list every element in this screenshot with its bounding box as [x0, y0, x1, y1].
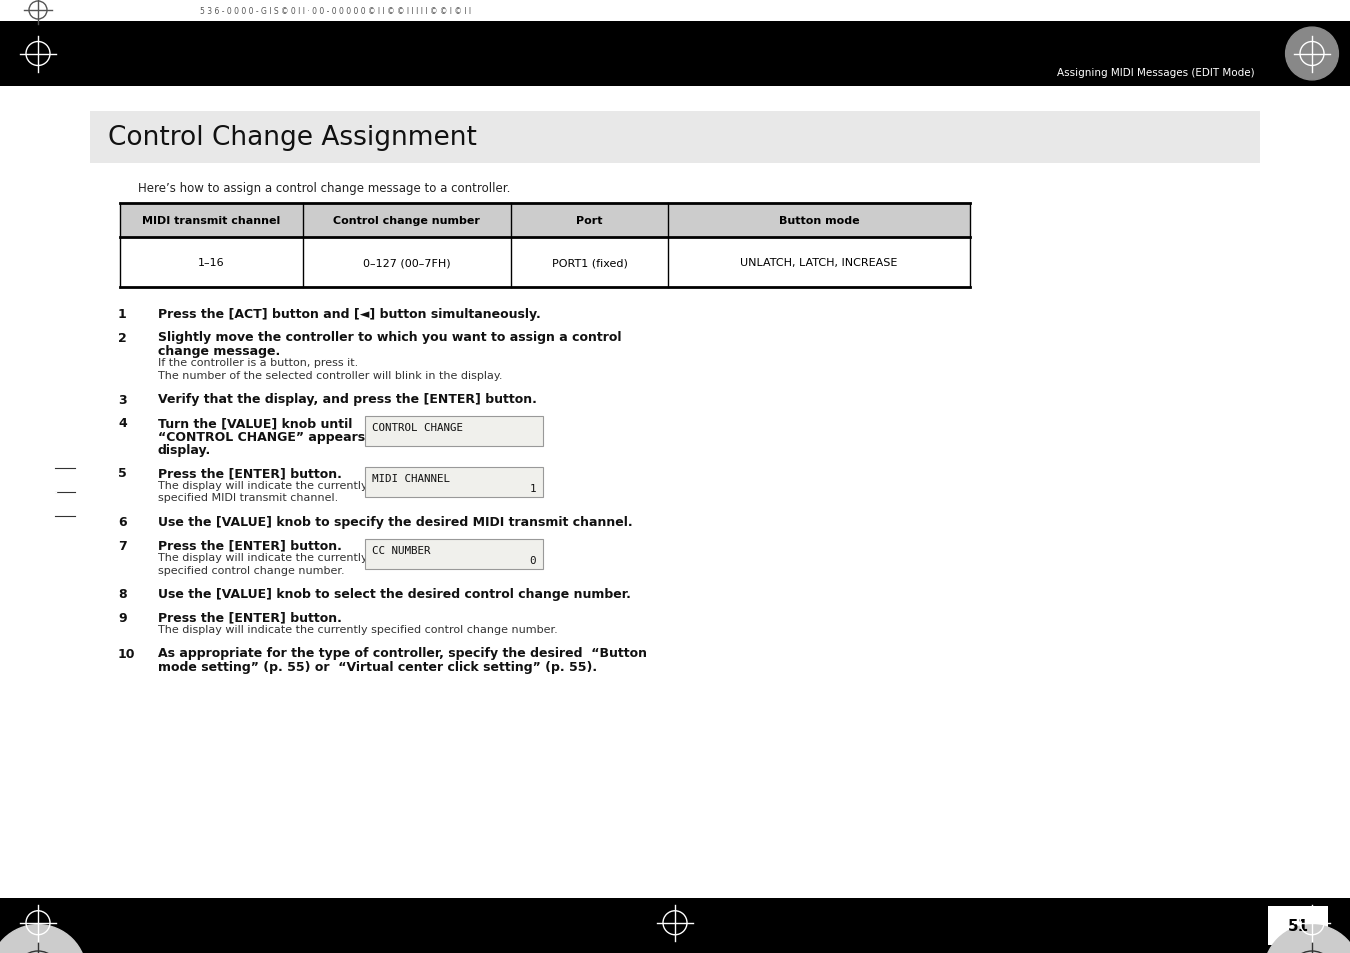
Text: MIDI transmit channel: MIDI transmit channel: [142, 215, 281, 226]
Text: CC NUMBER: CC NUMBER: [373, 545, 431, 556]
Text: 6: 6: [117, 516, 127, 529]
Bar: [1268, 906, 1328, 944]
Text: The display will indicate the currently: The display will indicate the currently: [158, 480, 367, 491]
Text: Press the [ACT] button and [◄] button simultaneously.: Press the [ACT] button and [◄] button si…: [158, 308, 541, 320]
Text: specified control change number.: specified control change number.: [158, 565, 344, 575]
Text: UNLATCH, LATCH, INCREASE: UNLATCH, LATCH, INCREASE: [740, 257, 898, 268]
Text: mode setting” (p. 55) or  “Virtual center click setting” (p. 55).: mode setting” (p. 55) or “Virtual center…: [158, 660, 597, 673]
Text: 51: 51: [1288, 918, 1308, 933]
Text: MIDI CHANNEL: MIDI CHANNEL: [373, 474, 450, 483]
Text: Port: Port: [576, 215, 603, 226]
Text: 1: 1: [529, 483, 536, 494]
Bar: [364, 539, 543, 569]
Text: 0: 0: [529, 556, 536, 565]
Circle shape: [0, 924, 86, 953]
Text: specified MIDI transmit channel.: specified MIDI transmit channel.: [158, 493, 339, 503]
Text: Verify that the display, and press the [ENTER] button.: Verify that the display, and press the […: [158, 393, 537, 406]
Bar: [0, 22, 1350, 87]
Text: As appropriate for the type of controller, specify the desired  “Button: As appropriate for the type of controlle…: [158, 647, 647, 659]
Text: Press the [ENTER] button.: Press the [ENTER] button.: [158, 611, 342, 624]
Text: If the controller is a button, press it.: If the controller is a button, press it.: [158, 358, 358, 368]
Text: Assigning MIDI Messages (EDIT Mode): Assigning MIDI Messages (EDIT Mode): [1057, 68, 1256, 78]
Text: 1: 1: [117, 308, 127, 320]
Text: 0–127 (00–7FH): 0–127 (00–7FH): [363, 257, 451, 268]
Bar: [364, 467, 543, 497]
Text: 2: 2: [117, 331, 127, 344]
Text: display.: display.: [158, 443, 211, 456]
Text: Control change number: Control change number: [333, 215, 481, 226]
Text: 10: 10: [117, 647, 135, 659]
Text: PORT1 (fixed): PORT1 (fixed): [552, 257, 628, 268]
Text: Press the [ENTER] button.: Press the [ENTER] button.: [158, 539, 342, 552]
Text: Control Change Assignment: Control Change Assignment: [108, 125, 477, 151]
Text: The display will indicate the currently specified control change number.: The display will indicate the currently …: [158, 624, 558, 635]
Text: The number of the selected controller will blink in the display.: The number of the selected controller wi…: [158, 371, 502, 380]
Text: Turn the [VALUE] knob until: Turn the [VALUE] knob until: [158, 416, 352, 430]
Text: 1–16: 1–16: [198, 257, 224, 268]
Bar: [90, 112, 1260, 164]
Text: change message.: change message.: [158, 345, 281, 357]
Text: 7: 7: [117, 539, 127, 552]
Text: Use the [VALUE] knob to specify the desired MIDI transmit channel.: Use the [VALUE] knob to specify the desi…: [158, 516, 633, 529]
Text: 9: 9: [117, 611, 127, 624]
Text: “CONTROL CHANGE” appears in the: “CONTROL CHANGE” appears in the: [158, 430, 410, 443]
Text: 5 3 6 - 0 0 0 0 - G I S © 0 I I · 0 0 - 0 0 0 0 0 © I I © © I I I I I © © I © I : 5 3 6 - 0 0 0 0 - G I S © 0 I I · 0 0 - …: [200, 7, 471, 15]
Bar: [55, 0, 1295, 22]
Bar: [120, 204, 971, 237]
Text: 5: 5: [117, 467, 127, 480]
Text: CONTROL CHANGE: CONTROL CHANGE: [373, 423, 463, 433]
Text: Button mode: Button mode: [779, 215, 860, 226]
Text: 4: 4: [117, 416, 127, 430]
Text: Slightly move the controller to which you want to assign a control: Slightly move the controller to which yo…: [158, 331, 621, 344]
Circle shape: [1264, 924, 1350, 953]
Text: Press the [ENTER] button.: Press the [ENTER] button.: [158, 467, 342, 480]
Bar: [364, 416, 543, 447]
Text: Use the [VALUE] knob to select the desired control change number.: Use the [VALUE] knob to select the desir…: [158, 587, 630, 600]
Text: 8: 8: [117, 587, 127, 600]
Text: 3: 3: [117, 393, 127, 406]
Circle shape: [1285, 28, 1338, 81]
Text: Here’s how to assign a control change message to a controller.: Here’s how to assign a control change me…: [138, 182, 510, 194]
Text: The display will indicate the currently: The display will indicate the currently: [158, 553, 367, 562]
Bar: [0, 898, 1350, 953]
